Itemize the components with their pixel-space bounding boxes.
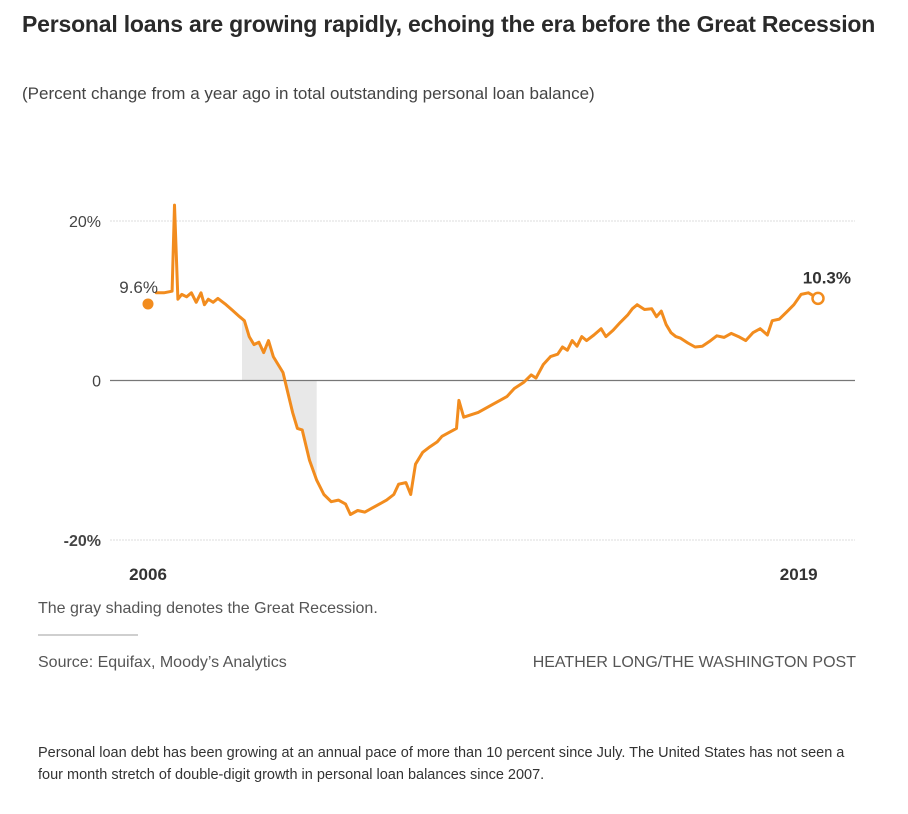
annotations: 9.6% 10.3% (119, 268, 851, 310)
end-value-label: 10.3% (803, 268, 851, 287)
gridlines (110, 220, 855, 541)
y-tick-label: -20% (64, 533, 101, 550)
start-point-marker (142, 298, 154, 310)
series-line (154, 203, 820, 516)
caption-text: Personal loan debt has been growing at a… (38, 745, 845, 783)
source-text: Source: Equifax, Moody’s Analytics (38, 654, 287, 671)
divider (38, 634, 138, 636)
end-point-marker (811, 291, 825, 306)
y-tick-label: 0 (92, 374, 101, 391)
y-tick-label: 20% (69, 214, 101, 231)
shading-note: The gray shading denotes the Great Reces… (38, 600, 378, 617)
credit-text: HEATHER LONG/THE WASHINGTON POST (532, 654, 856, 671)
chart-title: Personal loans are growing rapidly, echo… (22, 11, 876, 37)
chart-subtitle: (Percent change from a year ago in total… (22, 84, 595, 103)
recession-shading-layer (241, 318, 317, 481)
x-tick-label: 2019 (780, 565, 818, 584)
series-layer (154, 203, 820, 516)
x-tick-label: 2006 (129, 565, 167, 584)
y-axis-labels: 20% 0 -20% (64, 214, 101, 550)
line-chart: 20% 0 -20% 2006 2019 9.6% 10.3% (64, 203, 855, 584)
x-axis-labels: 2006 2019 (129, 565, 818, 584)
start-value-label: 9.6% (119, 278, 158, 297)
recession-shading (241, 318, 317, 481)
